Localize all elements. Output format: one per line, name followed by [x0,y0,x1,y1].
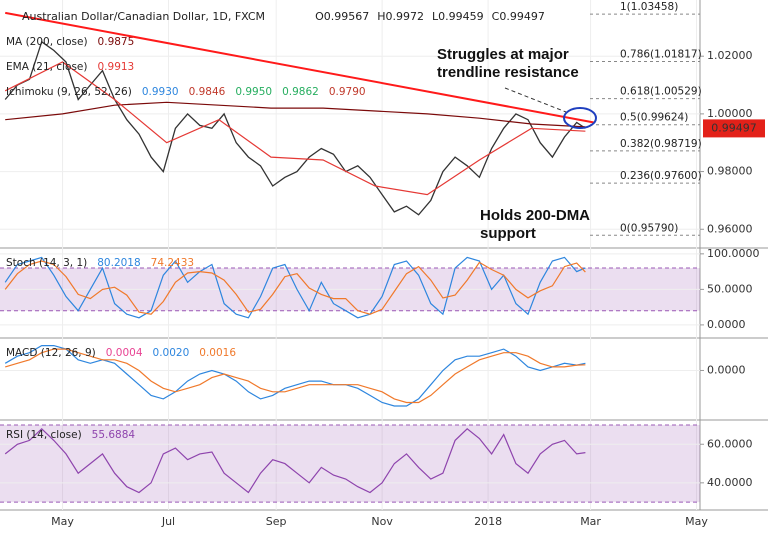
ohlc-value: 0.99567 [324,10,370,23]
chart-title: Australian Dollar/Canadian Dollar, 1D, F… [22,10,265,23]
indicator-value: 0.0004 [106,347,143,359]
y-tick-label: 0.96000 [707,222,753,235]
indicator-legend: MA (200, close) 0.9875 [6,36,134,48]
indicator-value: 74.2433 [151,257,194,269]
indicator-value: 80.2018 [97,257,140,269]
fib-label: 0.786(1.01817) [620,48,702,60]
last-price-tag [703,119,765,138]
indicator-legend: RSI (14, close) 55.6884 [6,429,135,441]
last-price-label: 0.99497 [711,121,757,134]
indicator-legend: MACD (12, 26, 9) 0.0004 0.0020 0.0016 [6,347,236,359]
annotation-arrow [504,87,567,113]
band [0,424,700,503]
x-tick-label: Nov [371,515,393,528]
y-tick-label: 60.0000 [707,437,753,450]
series-line [5,348,586,404]
indicator-value: 0.0020 [153,347,190,359]
indicator-value: 0.9862 [282,86,319,98]
series-line [4,260,586,315]
y-tick-label: 100.0000 [707,247,760,260]
fib-label: 0(0.95790) [620,222,678,234]
y-tick-label: 0.98000 [707,165,753,178]
y-tick-label: 1.00000 [707,107,753,120]
indicator-value: 55.6884 [92,429,136,441]
ohlc-key: C [492,10,500,23]
indicator-value: 0.0016 [199,347,236,359]
indicator-value: 0.9790 [329,86,366,98]
ohlc-key: L [432,10,439,23]
indicator-value: 0.9846 [189,86,226,98]
fib-label: 0.382(0.98719) [620,138,702,150]
fib-label: 1(1.03458) [620,1,678,13]
indicator-label: Ichimoku (9, 26, 52, 26) [6,86,132,98]
indicator-legend: EMA (21, close) 0.9913 [6,61,134,73]
series-line [4,40,586,216]
highlight-circle [563,107,597,129]
annotation: trendline resistance [437,64,579,81]
indicator-value: 0.9930 [142,86,179,98]
ohlc-value: 0.9972 [386,10,425,23]
chart-header: Australian Dollar/Canadian Dollar, 1D, F… [22,10,545,23]
ohlc-value: 0.99497 [499,10,545,23]
indicator-value: 0.9950 [235,86,272,98]
fib-label: 0.5(0.99624) [620,112,688,124]
series-line [4,427,586,494]
fib-label: 0.618(1.00529) [620,86,702,98]
fib-label: 0.236(0.97600) [620,170,702,182]
x-tick-label: May [51,515,74,528]
series-line [4,61,586,196]
x-tick-label: Mar [580,515,601,528]
series-line [5,11,595,124]
indicator-label: RSI (14, close) [6,429,82,441]
ohlc-key: O [315,10,324,23]
indicator-legend: Stoch (14, 3, 1) 80.2018 74.2433 [6,257,194,269]
indicator-legend: Ichimoku (9, 26, 52, 26) 0.9930 0.9846 0.99… [6,86,366,98]
y-tick-label: 0.0000 [707,318,746,331]
series-line [4,256,586,319]
x-tick-label: Sep [266,515,287,528]
y-tick-label: 50.0000 [707,282,753,295]
indicator-label: Stoch (14, 3, 1) [6,257,87,269]
x-tick-label: May [685,515,708,528]
series-line [5,101,586,128]
indicator-value: 0.9875 [98,36,135,48]
y-tick-label: 40.0000 [707,476,753,489]
annotation: support [480,225,536,242]
indicator-value: 0.9913 [98,61,135,73]
ohlc-key: H [377,10,385,23]
x-tick-label: 2018 [474,515,502,528]
y-tick-label: 1.02000 [707,49,753,62]
indicator-label: MA (200, close) [6,36,88,48]
annotation: Holds 200-DMA [480,207,590,224]
y-tick-label: 0.0000 [707,363,746,376]
ohlc-value: 0.99459 [438,10,484,23]
indicator-label: EMA (21, close) [6,61,88,73]
indicator-label: MACD (12, 26, 9) [6,347,96,359]
x-tick-label: Jul [161,515,175,528]
annotation: Struggles at major [437,46,569,63]
